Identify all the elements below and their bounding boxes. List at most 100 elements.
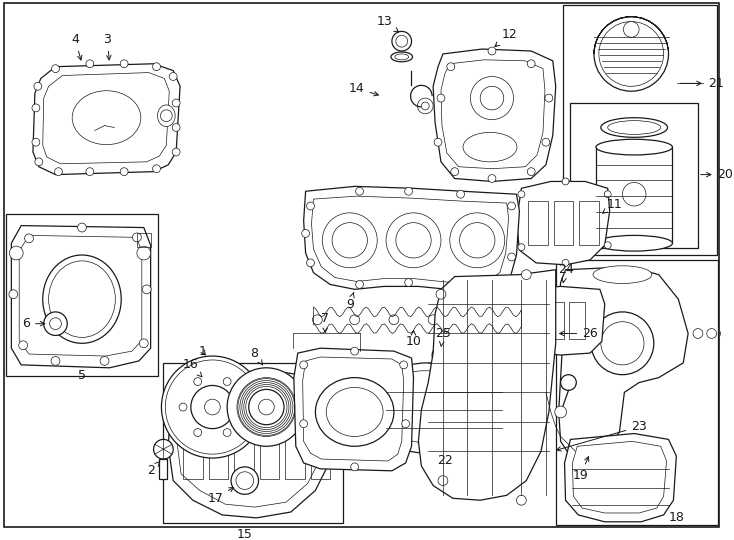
Circle shape <box>527 168 535 176</box>
Circle shape <box>396 35 407 47</box>
Text: 24: 24 <box>558 263 573 282</box>
Circle shape <box>386 213 441 268</box>
Text: 10: 10 <box>406 330 421 348</box>
Text: 2: 2 <box>147 462 160 477</box>
Circle shape <box>227 368 305 446</box>
Circle shape <box>172 124 180 131</box>
Bar <box>7 214 159 376</box>
Ellipse shape <box>194 376 218 389</box>
Circle shape <box>450 213 505 268</box>
Circle shape <box>205 399 220 415</box>
Text: 11: 11 <box>603 198 622 213</box>
Circle shape <box>488 47 496 55</box>
Circle shape <box>165 360 260 454</box>
Bar <box>159 459 167 478</box>
Bar <box>588 441 628 490</box>
Circle shape <box>400 361 407 369</box>
Circle shape <box>561 375 576 390</box>
Circle shape <box>139 339 148 348</box>
Circle shape <box>470 77 514 120</box>
Circle shape <box>86 60 94 68</box>
Bar <box>528 201 548 245</box>
Text: 23: 23 <box>556 420 647 451</box>
Circle shape <box>599 22 664 86</box>
Circle shape <box>153 63 161 71</box>
Circle shape <box>175 370 250 444</box>
Circle shape <box>356 280 363 288</box>
Ellipse shape <box>158 105 175 126</box>
Circle shape <box>351 463 359 471</box>
Text: 5: 5 <box>78 369 86 382</box>
Circle shape <box>437 94 445 102</box>
Circle shape <box>457 190 465 198</box>
Circle shape <box>457 279 465 286</box>
Bar <box>526 302 542 339</box>
Circle shape <box>518 244 525 251</box>
Ellipse shape <box>395 54 409 60</box>
Polygon shape <box>517 286 605 355</box>
Text: 6: 6 <box>22 317 45 330</box>
Circle shape <box>459 222 495 258</box>
Bar <box>234 400 254 478</box>
Bar <box>208 400 228 478</box>
Circle shape <box>480 86 504 110</box>
Circle shape <box>153 440 173 459</box>
Text: 18: 18 <box>669 511 684 524</box>
Circle shape <box>34 83 42 90</box>
Circle shape <box>434 138 442 146</box>
Circle shape <box>356 187 363 195</box>
Bar <box>285 400 305 478</box>
Circle shape <box>307 202 314 210</box>
Circle shape <box>591 312 654 375</box>
Circle shape <box>54 168 62 176</box>
Polygon shape <box>418 269 556 500</box>
Polygon shape <box>517 181 610 265</box>
Text: 9: 9 <box>346 292 354 310</box>
Circle shape <box>622 183 646 206</box>
Text: 21: 21 <box>680 77 724 90</box>
Circle shape <box>179 403 187 411</box>
Circle shape <box>468 315 477 325</box>
Text: 26: 26 <box>559 327 598 340</box>
Circle shape <box>438 476 448 485</box>
Circle shape <box>100 356 109 366</box>
Circle shape <box>418 98 433 114</box>
Text: 17: 17 <box>208 488 233 505</box>
Circle shape <box>349 315 360 325</box>
Circle shape <box>404 187 413 195</box>
Polygon shape <box>433 49 556 181</box>
Ellipse shape <box>593 266 652 284</box>
Polygon shape <box>33 64 180 174</box>
Circle shape <box>299 361 308 369</box>
Text: 12: 12 <box>495 28 517 46</box>
Circle shape <box>307 259 314 267</box>
Circle shape <box>172 148 180 156</box>
Ellipse shape <box>596 235 672 251</box>
Text: 15: 15 <box>237 528 252 540</box>
Circle shape <box>25 234 34 243</box>
Circle shape <box>78 223 87 232</box>
Circle shape <box>223 377 231 386</box>
Circle shape <box>32 104 40 112</box>
Ellipse shape <box>316 377 394 446</box>
Circle shape <box>432 346 450 364</box>
Circle shape <box>249 389 284 424</box>
Text: 3: 3 <box>103 33 112 60</box>
Circle shape <box>171 366 254 448</box>
Bar <box>596 147 672 243</box>
Circle shape <box>392 31 412 51</box>
Circle shape <box>428 315 438 325</box>
Circle shape <box>137 246 150 260</box>
Circle shape <box>223 429 231 436</box>
Bar <box>570 302 585 339</box>
Circle shape <box>161 110 172 122</box>
Bar <box>183 400 203 478</box>
Circle shape <box>396 222 431 258</box>
Text: 13: 13 <box>377 15 399 32</box>
Circle shape <box>194 429 202 436</box>
Polygon shape <box>11 226 150 368</box>
Bar <box>556 260 718 525</box>
Polygon shape <box>304 186 520 292</box>
Circle shape <box>161 356 264 458</box>
Ellipse shape <box>601 118 667 137</box>
